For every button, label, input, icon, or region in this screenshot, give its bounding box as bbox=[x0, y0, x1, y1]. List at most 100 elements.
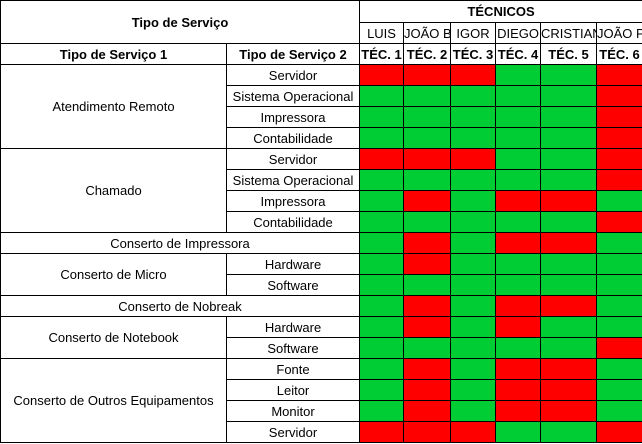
status-cell-tech-2-unavailable bbox=[403, 421, 452, 443]
status-cell-tech-1-unavailable bbox=[359, 421, 405, 443]
tech-name-3: IGOR bbox=[450, 22, 497, 44]
status-cell-tech-2-unavailable bbox=[403, 190, 452, 212]
status-cell-tech-4-unavailable bbox=[495, 400, 542, 422]
status-cell-tech-6-available bbox=[596, 190, 642, 212]
status-cell-tech-5-unavailable bbox=[540, 190, 598, 212]
status-cell-tech-3-available bbox=[450, 190, 497, 212]
service-type2-cell: Sistema Operacional bbox=[225, 85, 361, 107]
status-cell-tech-5-unavailable bbox=[540, 379, 598, 401]
table-row: Servidor bbox=[1, 421, 642, 443]
status-cell-tech-5-available bbox=[540, 169, 598, 191]
tech-code-2: TÉC. 2 bbox=[403, 43, 452, 65]
status-cell-tech-4-unavailable bbox=[495, 379, 542, 401]
status-cell-tech-1-available bbox=[359, 316, 405, 338]
table-row: Software bbox=[1, 274, 642, 296]
status-cell-tech-3-available bbox=[450, 169, 497, 191]
status-cell-tech-3-available bbox=[450, 211, 497, 233]
status-cell-tech-1-available bbox=[359, 337, 405, 359]
status-cell-tech-2-available bbox=[403, 127, 452, 149]
status-cell-tech-5-unavailable bbox=[540, 400, 598, 422]
status-cell-tech-2-available bbox=[403, 274, 452, 296]
service-type1-cell: Atendimento Remoto bbox=[0, 64, 227, 149]
status-cell-tech-4-unavailable bbox=[495, 358, 542, 380]
status-cell-tech-3-available bbox=[450, 400, 497, 422]
status-cell-tech-1-available bbox=[359, 358, 405, 380]
status-cell-tech-5-available bbox=[540, 316, 598, 338]
status-cell-tech-1-available bbox=[359, 400, 405, 422]
status-cell-tech-1-unavailable bbox=[359, 64, 405, 86]
status-cell-tech-6-available bbox=[596, 274, 642, 296]
status-cell-tech-1-available bbox=[359, 253, 405, 275]
status-cell-tech-2-available bbox=[403, 337, 452, 359]
status-cell-tech-6-available bbox=[596, 316, 642, 338]
status-cell-tech-5-available bbox=[540, 127, 598, 149]
status-cell-tech-5-available bbox=[540, 106, 598, 128]
service-type2-cell: Software bbox=[225, 337, 361, 359]
status-cell-tech-1-available bbox=[359, 211, 405, 233]
status-cell-tech-4-available bbox=[495, 337, 542, 359]
status-cell-tech-1-unavailable bbox=[359, 148, 405, 170]
status-cell-tech-3-unavailable bbox=[450, 148, 497, 170]
status-cell-tech-1-available bbox=[359, 379, 405, 401]
status-cell-tech-6-unavailable bbox=[596, 64, 642, 86]
status-cell-tech-1-available bbox=[359, 127, 405, 149]
status-cell-tech-3-available bbox=[450, 379, 497, 401]
technicians-header: TÉCNICOS bbox=[359, 0, 642, 23]
status-cell-tech-6-available bbox=[596, 358, 642, 380]
service-type2-cell: Impressora bbox=[225, 106, 361, 128]
status-cell-tech-3-available bbox=[450, 274, 497, 296]
status-cell-tech-6-unavailable bbox=[596, 211, 642, 233]
status-cell-tech-3-unavailable bbox=[450, 421, 497, 443]
status-cell-tech-3-unavailable bbox=[450, 64, 497, 86]
status-cell-tech-2-unavailable bbox=[403, 253, 452, 275]
tech-name-5: CRISTIANO bbox=[540, 22, 598, 44]
service-type2-cell: Contabilidade bbox=[225, 127, 361, 149]
service-type1-cell: Chamado bbox=[0, 148, 227, 233]
table-row: Impressora bbox=[1, 106, 642, 128]
status-cell-tech-6-available bbox=[596, 400, 642, 422]
service-type-header: Tipo de Serviço bbox=[0, 0, 361, 44]
status-cell-tech-6-available bbox=[596, 379, 642, 401]
status-cell-tech-6-unavailable bbox=[596, 127, 642, 149]
status-cell-tech-2-unavailable bbox=[403, 316, 452, 338]
status-cell-tech-3-available bbox=[450, 106, 497, 128]
table-row: Leitor bbox=[1, 379, 642, 401]
table-row: Atendimento Remoto Servidor bbox=[0, 64, 642, 149]
status-cell-tech-4-available bbox=[495, 253, 542, 275]
table-row: Conserto de Nobreak bbox=[0, 295, 642, 317]
status-cell-tech-2-unavailable bbox=[403, 379, 452, 401]
service-type2-cell: Impressora bbox=[225, 190, 361, 212]
status-cell-tech-4-available bbox=[495, 106, 542, 128]
status-cell-tech-5-unavailable bbox=[540, 295, 598, 317]
service-type2-cell: Contabilidade bbox=[225, 211, 361, 233]
service-type1-cell: Conserto de Impressora bbox=[0, 232, 361, 254]
table-row: Conserto de Notebook Hardware bbox=[0, 316, 642, 359]
status-cell-tech-3-available bbox=[450, 85, 497, 107]
status-cell-tech-4-unavailable bbox=[495, 190, 542, 212]
status-cell-tech-5-available bbox=[540, 85, 598, 107]
status-cell-tech-6-unavailable bbox=[596, 169, 642, 191]
tech-code-5: TÉC. 5 bbox=[540, 43, 598, 65]
status-cell-tech-3-available bbox=[450, 127, 497, 149]
type2-column-header: Tipo de Serviço 2 bbox=[225, 43, 361, 65]
status-cell-tech-5-available bbox=[540, 148, 598, 170]
status-cell-tech-6-unavailable bbox=[596, 337, 642, 359]
status-cell-tech-5-available bbox=[540, 274, 598, 296]
status-cell-tech-3-available bbox=[450, 295, 497, 317]
status-cell-tech-2-unavailable bbox=[403, 148, 452, 170]
service-type1-cell: Conserto de Outros Equipamentos bbox=[0, 358, 227, 443]
status-cell-tech-6-available bbox=[596, 232, 642, 254]
status-cell-tech-6-unavailable bbox=[596, 106, 642, 128]
status-cell-tech-5-available bbox=[540, 211, 598, 233]
table-row: Conserto de Micro Hardware bbox=[0, 253, 642, 296]
status-cell-tech-3-available bbox=[450, 337, 497, 359]
status-cell-tech-1-available bbox=[359, 274, 405, 296]
status-cell-tech-5-available bbox=[540, 421, 598, 443]
service-type2-cell: Leitor bbox=[225, 379, 361, 401]
status-cell-tech-4-available bbox=[495, 421, 542, 443]
table-row: Software bbox=[1, 337, 642, 359]
table-row: Conserto de Impressora bbox=[0, 232, 642, 254]
tech-name-1: LUIS bbox=[359, 22, 405, 44]
status-cell-tech-4-available bbox=[495, 274, 542, 296]
